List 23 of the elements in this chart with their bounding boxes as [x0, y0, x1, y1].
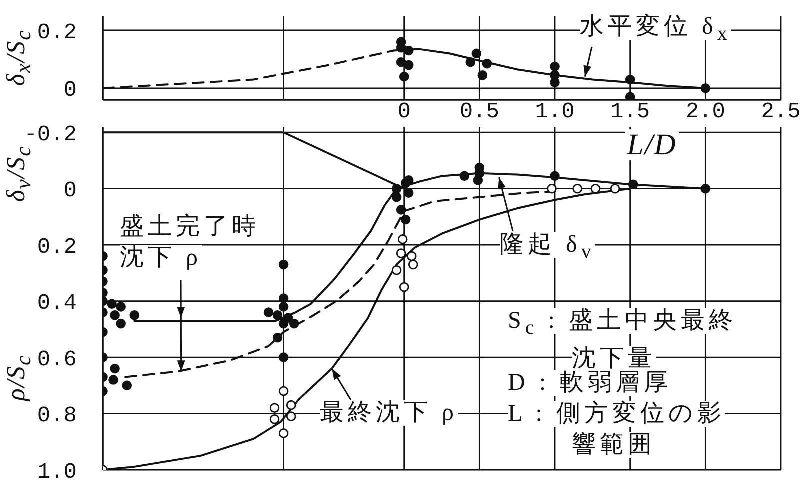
annotation: 最終沈下 ρ: [320, 400, 458, 426]
y-tick-label: 0.2: [37, 234, 77, 260]
annotation: D : 軟弱層厚: [508, 370, 672, 396]
y-tick-label: -0.2: [24, 122, 77, 148]
x-tick-label: 1.5: [610, 100, 650, 125]
x-tick-label: 2.5: [761, 100, 801, 125]
y-tick-label: 1.0: [37, 460, 77, 484]
annotation: S$_{c}$ : 盛土中央最終沈下量: [508, 308, 737, 372]
x-tick-label: 1.0: [535, 100, 575, 125]
annotation: L : 側方変位の影響範囲: [508, 401, 726, 458]
x-tick-label: 0.5: [460, 100, 500, 125]
x-tick-label: 0: [398, 100, 411, 125]
y-tick-label: 0.2: [37, 20, 77, 46]
annotation: 隆起 δ$_{v}$: [500, 232, 596, 263]
y-tick-label: 0: [64, 178, 77, 204]
y-tick-label: 0.6: [37, 347, 77, 372]
annotation: 水平変位 δ$_{x}$: [580, 14, 732, 45]
x-tick-label: 2.0: [686, 100, 726, 125]
y-tick-label: 0: [64, 78, 77, 104]
y-tick-label: 0.4: [37, 291, 77, 316]
x-axis-title: L/D: [625, 128, 679, 162]
y-tick-label: 0.8: [37, 404, 77, 429]
annotation: 盛土完了時沈下 ρ: [120, 214, 260, 271]
